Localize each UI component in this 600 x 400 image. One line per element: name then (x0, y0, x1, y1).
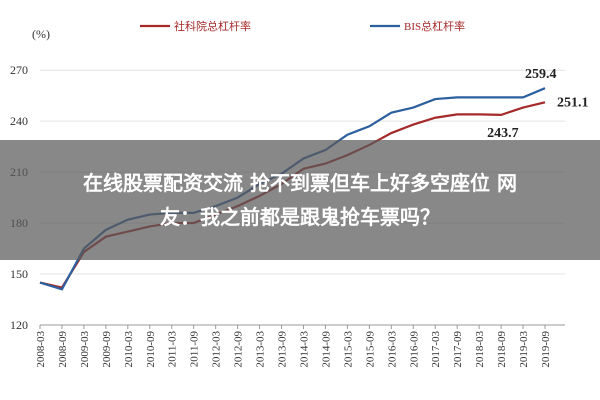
x-tick-label: 2013-03 (255, 331, 267, 368)
x-tick-label: 2017-03 (430, 331, 442, 368)
x-tick-label: 2015-03 (342, 331, 354, 368)
overlay-banner: 在线股票配资交流 抢不到票但车上好多空座位 网 友：我之前都是跟鬼抢车票吗？ (0, 140, 600, 260)
legend-label: 社科院总杠杆率 (174, 19, 251, 33)
x-tick-label: 2016-03 (386, 331, 398, 368)
x-tick-label: 2011-09 (189, 331, 201, 368)
x-tick-label: 2013-09 (277, 331, 289, 368)
data-label: 259.4 (525, 67, 557, 82)
x-tick-label: 2019-09 (540, 331, 552, 368)
x-tick-label: 2016-09 (408, 331, 420, 368)
x-tick-label: 2008-09 (57, 331, 69, 368)
x-tick-label: 2017-09 (452, 331, 464, 368)
overlay-line: 友：我之前都是跟鬼抢车票吗？ (160, 205, 440, 229)
x-tick-label: 2019-03 (518, 331, 530, 368)
x-tick-label: 2008-03 (35, 331, 47, 368)
y-tick-label: 240 (10, 114, 28, 128)
y-tick-label: 150 (10, 267, 28, 281)
x-tick-label: 2014-09 (320, 331, 332, 368)
x-tick-label: 2012-03 (211, 331, 223, 368)
x-tick-label: 2010-03 (123, 331, 135, 368)
x-tick-label: 2018-03 (474, 331, 486, 368)
x-tick-label: 2010-09 (145, 331, 157, 368)
y-tick-label: 270 (10, 63, 28, 77)
x-tick-label: 2015-09 (364, 331, 376, 368)
x-tick-label: 2012-09 (233, 331, 245, 368)
overlay-line: 在线股票配资交流 抢不到票但车上好多空座位 网 (83, 171, 517, 195)
legend-label: BIS总杠杆率 (404, 19, 465, 33)
x-tick-label: 2011-03 (167, 331, 179, 368)
x-tick-label: 2009-03 (79, 331, 91, 368)
data-label: 251.1 (557, 95, 589, 110)
y-tick-label: 120 (10, 318, 28, 332)
x-tick-label: 2018-09 (496, 331, 508, 368)
y-unit: (%) (32, 27, 50, 41)
x-tick-label: 2014-03 (298, 331, 310, 368)
data-label: 243.7 (487, 126, 518, 141)
x-tick-label: 2009-09 (101, 331, 113, 368)
